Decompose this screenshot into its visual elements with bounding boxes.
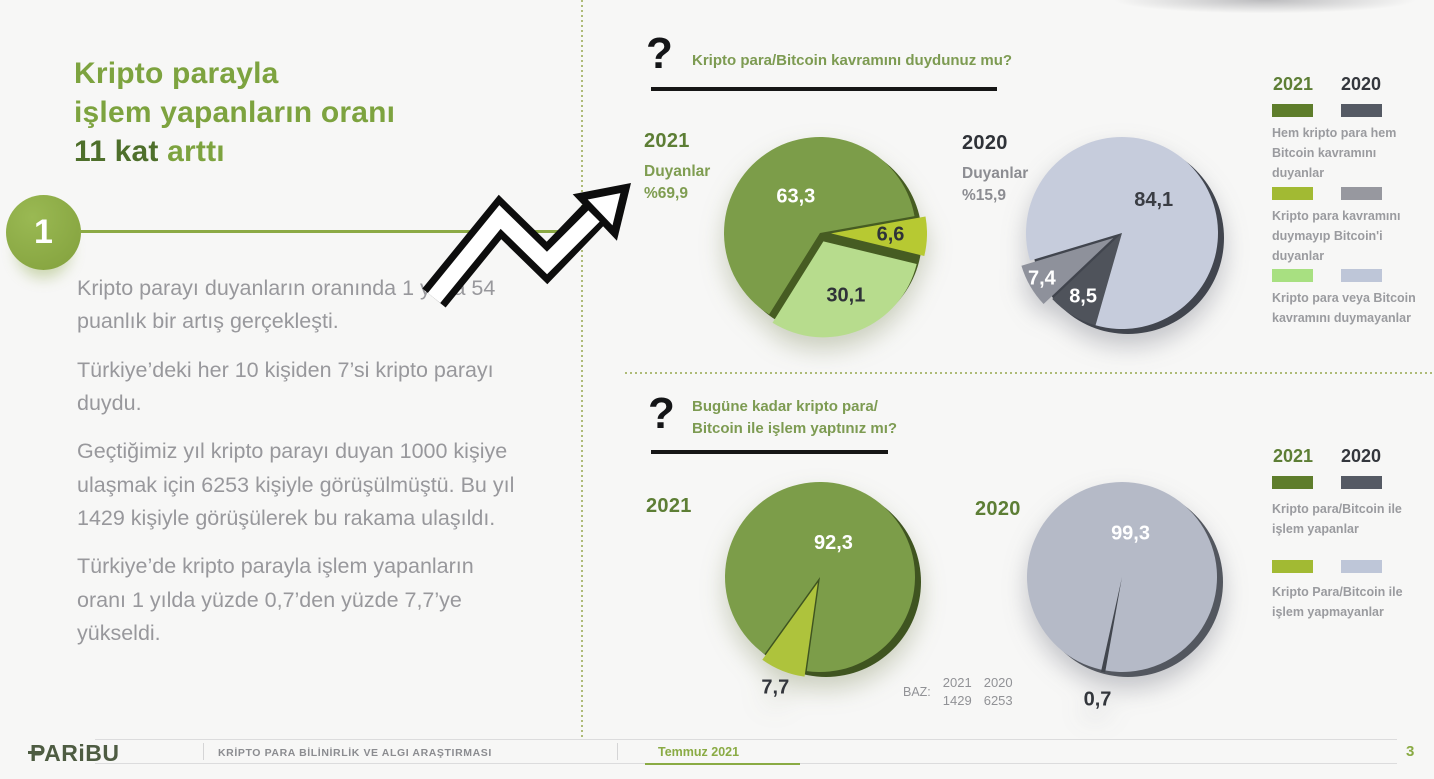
awareness-2021-label: 2021 Duyanlar %69,9 <box>644 130 710 204</box>
baz-year: 2021 <box>942 675 972 690</box>
svg-text:63,3: 63,3 <box>776 185 815 207</box>
paragraph-4: Türkiye’de kripto parayla işlem yapanlar… <box>77 554 474 645</box>
awareness-2021-note: Duyanlar %69,9 <box>644 161 710 204</box>
legend-item-label: Kripto para kavramını duymayıp Bitcoin'i… <box>1272 209 1401 263</box>
title-emphasis: 11 kat <box>74 135 159 168</box>
legend-bottom-header-2020: 2020 <box>1341 446 1382 466</box>
svg-text:6,6: 6,6 <box>877 223 905 245</box>
legend-item-label: Kripto Para/Bitcoin ile işlem yapmayanla… <box>1272 585 1403 619</box>
legend-swatch <box>1272 104 1313 117</box>
baz-year: 2020 <box>983 675 1013 690</box>
baz-n: 1429 <box>942 692 972 708</box>
paragraph-3: Geçtiğimiz yıl kripto parayı duyan 1000 … <box>77 439 515 530</box>
footer-divider <box>617 743 618 760</box>
footer-divider <box>203 743 204 760</box>
legend-top-header-2020: 2020 <box>1341 74 1382 94</box>
base-sample-note: BAZ: 2021 1429 2020 6253 <box>903 674 1025 709</box>
accent-line <box>79 230 565 233</box>
question-mark-icon: ? <box>648 389 675 438</box>
horizontal-dotted-divider <box>625 372 1434 374</box>
baz-col-2020: 2020 6253 <box>984 674 1013 709</box>
legend-top-header-2021: 2021 <box>1273 74 1314 94</box>
footer-green-rule <box>645 762 800 765</box>
usage-2020-label: 2020 <box>975 498 1021 521</box>
svg-text:7,7: 7,7 <box>761 677 789 699</box>
title-tail: arttı <box>158 135 225 168</box>
svg-text:92,3: 92,3 <box>814 532 853 554</box>
legend-swatch <box>1341 476 1382 489</box>
svg-text:7,4: 7,4 <box>1028 268 1057 290</box>
title-line1: Kripto parayla <box>74 57 279 90</box>
growth-arrow-graphic <box>422 183 631 308</box>
year-label: 2020 <box>975 498 1021 520</box>
legend-swatch <box>1341 560 1382 573</box>
legend-swatch <box>1272 269 1313 282</box>
note-line1: Duyanlar <box>644 163 711 180</box>
legend-swatch <box>1341 187 1382 200</box>
footer-period: Temmuz 2021 <box>658 745 740 759</box>
question-1-underline <box>651 87 997 91</box>
baz-label: BAZ: <box>903 685 931 699</box>
awareness-2020-label: 2020 Duyanlar %15,9 <box>962 132 1028 206</box>
year-label: 2021 <box>646 495 692 517</box>
pie-chart-awareness-2020: 8,5 7,4 84,1 <box>1021 137 1224 334</box>
legend-swatch <box>1341 269 1382 282</box>
pie-chart-usage-2020: 0,7 99,3 <box>1027 482 1223 710</box>
legend-item-label: Kripto para veya Bitcoin kavramını duyma… <box>1272 291 1416 325</box>
paribu-logo-crossbar <box>28 751 41 754</box>
legend-swatch <box>1341 104 1382 117</box>
baz-col-2021: 2021 1429 <box>943 674 972 709</box>
question-2: Bugüne kadar kripto para/ Bitcoin ile iş… <box>692 398 898 437</box>
year-label: 2021 <box>644 130 690 152</box>
top-overlay-shadow <box>1085 0 1434 16</box>
section-number: 1 <box>34 213 53 251</box>
paribu-logo: PARiBU <box>30 740 120 766</box>
note-line1: Duyanlar <box>962 165 1029 182</box>
note-line2: %15,9 <box>962 186 1006 204</box>
title-line2: işlem yapanların oranı <box>74 96 396 129</box>
legend-swatch <box>1272 187 1313 200</box>
svg-text:84,1: 84,1 <box>1134 189 1173 211</box>
question-mark-icon: ? <box>646 29 673 78</box>
legend-item-label: Kripto para/Bitcoin ile işlem yapanlar <box>1272 502 1402 536</box>
svg-text:8,5: 8,5 <box>1069 285 1097 307</box>
paragraph-1: Kripto parayı duyanların oranında 1 yıld… <box>77 276 496 334</box>
legend-bottom-header-2021: 2021 <box>1273 446 1314 466</box>
svg-text:30,1: 30,1 <box>826 285 865 307</box>
question-1: Kripto para/Bitcoin kavramını duydunuz m… <box>692 52 1013 69</box>
year-label: 2020 <box>962 132 1008 154</box>
baz-n: 6253 <box>983 692 1013 708</box>
question-2-underline <box>651 450 888 454</box>
pie-chart-awareness-2021: 63,3 6,6 30,1 <box>724 137 927 338</box>
usage-2021-label: 2021 <box>646 495 692 518</box>
svg-text:0,7: 0,7 <box>1084 688 1112 710</box>
page-title: Kripto parayla işlem yapanların oranı 11… <box>74 54 544 171</box>
paragraph-2: Türkiye’deki her 10 kişiden 7’si kripto … <box>77 357 494 415</box>
section-number-badge: 1 <box>6 195 81 270</box>
legend-item-label: Hem kripto para hem Bitcoin kavramını du… <box>1272 126 1397 180</box>
note-line2: %69,9 <box>644 184 688 202</box>
awareness-2020-note: Duyanlar %15,9 <box>962 163 1028 206</box>
footer-top-rule <box>95 739 1397 740</box>
vertical-dotted-divider <box>581 0 583 737</box>
legend-swatch <box>1272 560 1313 573</box>
svg-text:99,3: 99,3 <box>1111 522 1150 544</box>
legend-swatch <box>1272 476 1313 489</box>
body-text: Kripto parayı duyanların oranında 1 yıld… <box>77 272 522 665</box>
page-number: 3 <box>1406 743 1415 760</box>
footer-report-title: KRİPTO PARA BİLİNİRLİK VE ALGI ARAŞTIRMA… <box>218 747 492 759</box>
